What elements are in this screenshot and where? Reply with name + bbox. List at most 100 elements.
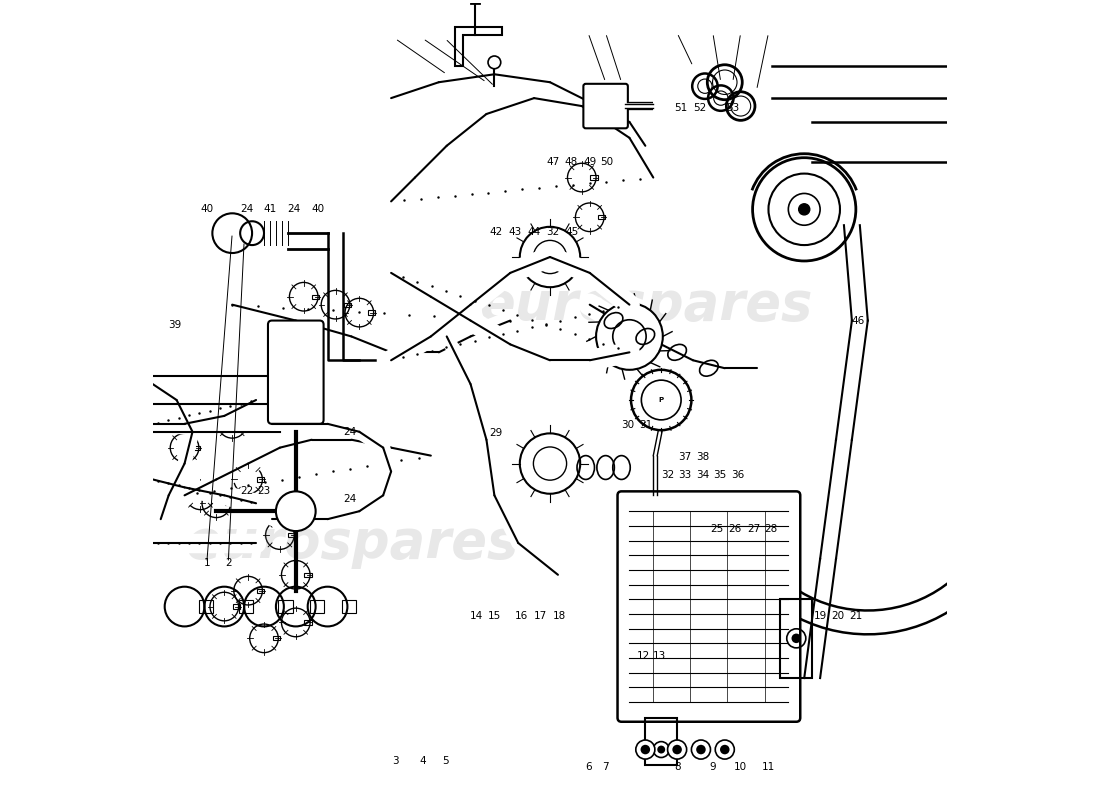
Text: 40: 40 (200, 204, 213, 214)
Bar (278, 600, 293, 613)
Text: 33: 33 (679, 470, 692, 481)
Text: 50: 50 (601, 157, 614, 166)
Text: 49: 49 (583, 157, 596, 166)
Text: 6: 6 (585, 762, 592, 772)
Bar (199, 600, 213, 613)
Text: 22: 22 (240, 486, 253, 496)
Circle shape (672, 745, 682, 754)
Text: 32: 32 (547, 226, 560, 237)
Circle shape (276, 491, 316, 531)
Bar (591, 175, 597, 180)
Text: eurospares: eurospares (185, 517, 518, 569)
Text: 41: 41 (264, 204, 277, 214)
Text: 15: 15 (487, 611, 500, 621)
Circle shape (668, 740, 686, 759)
Circle shape (799, 204, 810, 215)
Text: 35: 35 (714, 470, 727, 481)
Text: 24: 24 (343, 426, 356, 437)
Text: 19: 19 (814, 611, 827, 621)
Text: 47: 47 (547, 157, 560, 166)
Bar (310, 600, 324, 613)
Text: 3: 3 (392, 757, 398, 766)
Text: 34: 34 (696, 470, 710, 481)
FancyBboxPatch shape (617, 491, 801, 722)
Bar (209, 493, 217, 498)
Text: 43: 43 (508, 226, 521, 237)
Text: 25: 25 (711, 524, 724, 534)
Text: 24: 24 (287, 204, 300, 214)
Text: 24: 24 (343, 494, 356, 504)
Circle shape (715, 740, 735, 759)
Text: 16: 16 (515, 611, 528, 621)
Bar (367, 310, 375, 314)
Bar (344, 302, 351, 307)
Text: 28: 28 (764, 524, 778, 534)
Bar (780, 598, 812, 678)
Bar (233, 605, 240, 609)
FancyBboxPatch shape (583, 84, 628, 128)
Text: 14: 14 (470, 611, 483, 621)
Text: 24: 24 (240, 204, 253, 214)
Circle shape (520, 434, 580, 494)
Text: 46: 46 (851, 315, 865, 326)
Text: 52: 52 (693, 102, 706, 113)
Text: 44: 44 (528, 226, 541, 237)
Text: 36: 36 (730, 470, 744, 481)
Circle shape (720, 745, 729, 754)
Text: 42: 42 (490, 226, 503, 237)
Bar (256, 589, 264, 593)
Text: eurospares: eurospares (478, 278, 812, 330)
Bar (598, 215, 605, 219)
Bar (273, 636, 279, 641)
Text: 1: 1 (204, 558, 210, 568)
Text: 9: 9 (710, 762, 716, 772)
Text: 2: 2 (224, 558, 232, 568)
Text: 17: 17 (534, 611, 547, 621)
Circle shape (488, 56, 501, 69)
Circle shape (696, 745, 706, 754)
Bar (342, 600, 356, 613)
Text: 4: 4 (419, 757, 426, 766)
Text: 38: 38 (696, 452, 710, 462)
Text: 31: 31 (639, 421, 652, 430)
Text: 27: 27 (747, 524, 760, 534)
Text: 39: 39 (168, 319, 182, 330)
Text: 53: 53 (726, 102, 739, 113)
Text: 8: 8 (674, 762, 681, 772)
Bar (241, 422, 248, 426)
Bar (194, 446, 200, 450)
Circle shape (658, 746, 666, 754)
Text: 23: 23 (257, 486, 271, 496)
Circle shape (792, 634, 801, 643)
Text: 21: 21 (849, 611, 862, 621)
Circle shape (692, 740, 711, 759)
Circle shape (631, 370, 692, 430)
Text: 32: 32 (661, 470, 674, 481)
Bar (288, 533, 296, 538)
Bar (312, 294, 319, 299)
Bar (224, 501, 232, 506)
Circle shape (596, 303, 663, 370)
Text: 37: 37 (679, 452, 692, 462)
Text: 45: 45 (565, 226, 579, 237)
Text: 51: 51 (674, 102, 688, 113)
Text: 48: 48 (564, 157, 579, 166)
Text: 5: 5 (442, 757, 449, 766)
Text: 40: 40 (311, 204, 324, 214)
Circle shape (520, 227, 580, 287)
Text: 30: 30 (621, 421, 635, 430)
FancyBboxPatch shape (268, 321, 323, 424)
Text: 10: 10 (734, 762, 747, 772)
Bar (646, 718, 678, 766)
Text: 11: 11 (762, 762, 776, 772)
Text: 13: 13 (653, 651, 667, 661)
Bar (305, 573, 311, 577)
Bar (305, 620, 311, 625)
Text: 18: 18 (553, 611, 566, 621)
Text: 26: 26 (728, 524, 741, 534)
Text: P: P (659, 397, 663, 403)
Text: 7: 7 (603, 762, 609, 772)
Text: 29: 29 (490, 428, 503, 438)
Bar (256, 478, 264, 482)
Bar (280, 398, 288, 402)
